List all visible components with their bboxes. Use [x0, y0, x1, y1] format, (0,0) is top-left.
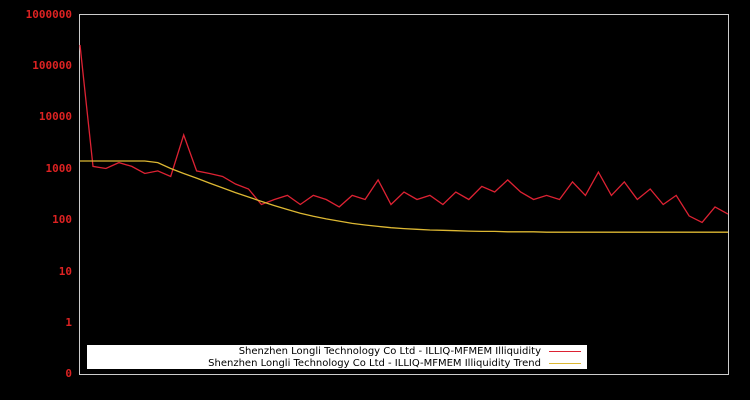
chart-legend: Shenzhen Longli Technology Co Ltd - ILLI… — [87, 345, 587, 369]
plot-frame — [79, 14, 729, 375]
y-tick-label: 100000 — [32, 59, 72, 72]
legend-label: Shenzhen Longli Technology Co Ltd - ILLI… — [208, 357, 541, 369]
y-tick-label: 0 — [65, 367, 72, 380]
legend-label: Shenzhen Longli Technology Co Ltd - ILLI… — [238, 345, 541, 357]
illiquidity-trend-line — [80, 160, 728, 233]
legend-item-illiquidity: Shenzhen Longli Technology Co Ltd - ILLI… — [239, 345, 581, 357]
legend-item-illiquidity-trend: Shenzhen Longli Technology Co Ltd - ILLI… — [208, 357, 581, 369]
legend-swatch-gold — [549, 362, 581, 364]
y-tick-label: 1000000 — [25, 8, 72, 21]
legend-swatch-red — [549, 350, 581, 352]
y-tick-label: 1000 — [45, 162, 73, 175]
y-tick-label: 10000 — [38, 110, 72, 123]
y-tick-label: 10 — [58, 265, 72, 278]
y-tick-label: 100 — [52, 213, 72, 226]
y-tick-label: 1 — [65, 316, 72, 329]
illiquidity-line — [79, 44, 729, 224]
